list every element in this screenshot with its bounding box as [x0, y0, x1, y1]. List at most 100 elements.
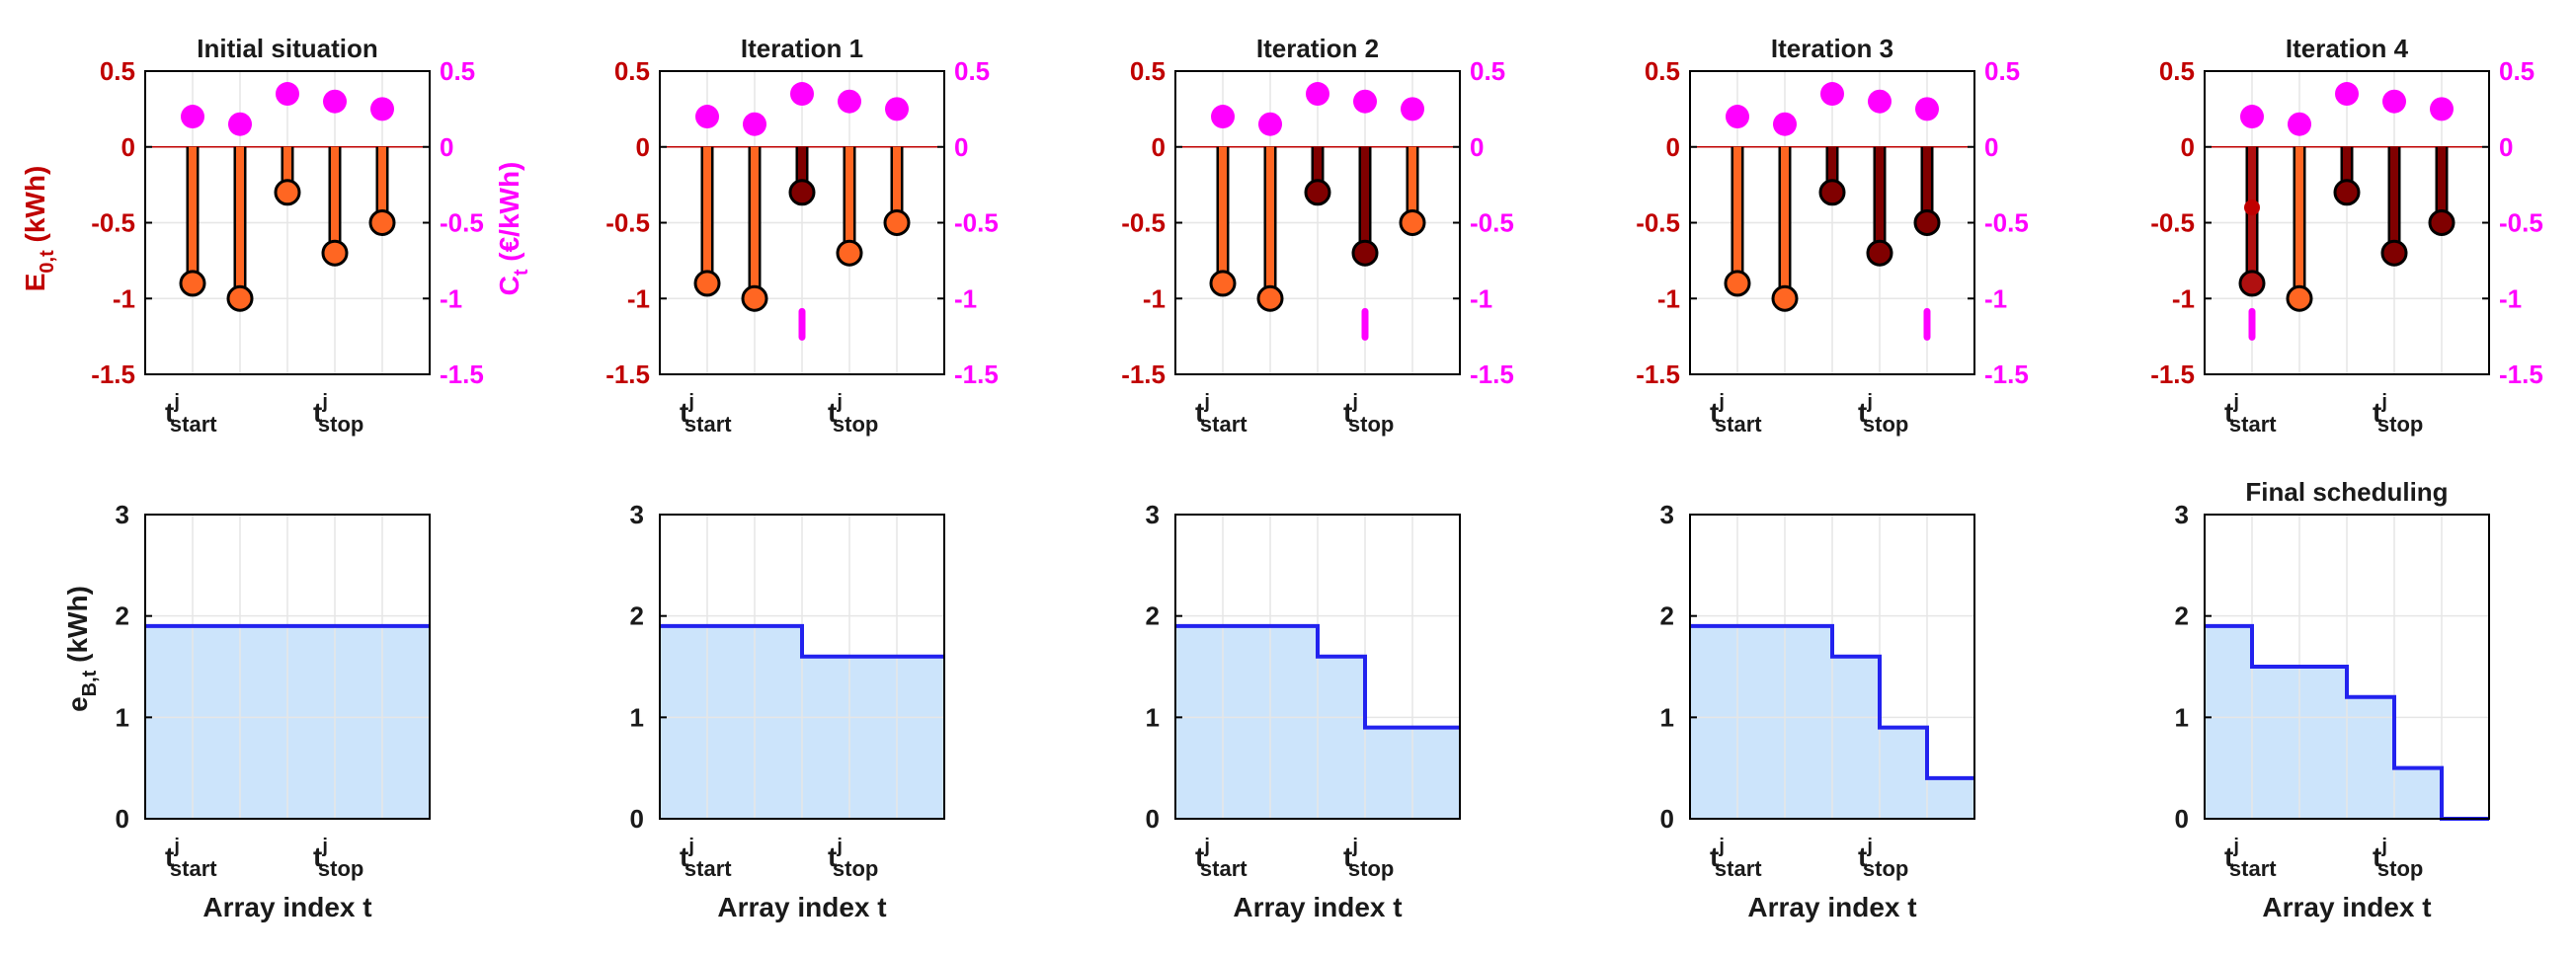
price-point [838, 89, 861, 114]
t-stop-label: tj stop [1343, 391, 1394, 437]
price-point [1258, 112, 1282, 136]
price-point [1401, 97, 1424, 121]
energy-point [883, 209, 911, 236]
left-tick-label: 1 [116, 702, 129, 732]
panel-top-3: 0.5 0 -0.5 -1 -1.5 0.5 0 -0.5 -1 -1.5 Iteration 2 t… [1121, 34, 1514, 437]
t-start-label: tj start [680, 391, 732, 437]
left-tick-label: -1 [113, 283, 135, 313]
t-subscript: start [684, 856, 732, 881]
t-subscript: stop [1863, 412, 1908, 437]
energy-point [321, 239, 349, 267]
left-tick-label: -1 [1657, 283, 1680, 313]
t-subscript: start [2229, 412, 2277, 437]
energy-point [1256, 284, 1284, 312]
price-point [370, 97, 394, 121]
left-tick-label: 2 [116, 601, 129, 631]
left-tick-label: 0 [1146, 804, 1160, 834]
t-subscript: stop [318, 856, 363, 881]
t-superscript: j [687, 391, 694, 413]
t-subscript: start [170, 412, 217, 437]
energy-point [693, 270, 721, 297]
t-subscript: stop [318, 412, 363, 437]
energy-point [226, 284, 254, 312]
t-stop-label: tj stop [313, 836, 363, 881]
panel-title: Iteration 3 [1771, 34, 1893, 63]
price-point [2335, 82, 2359, 107]
right-tick-label: 0 [1984, 132, 1998, 162]
energy-point [2286, 284, 2313, 312]
left-tick-label: -1 [1143, 283, 1166, 313]
t-subscript: stop [833, 856, 878, 881]
left-tick-label: 0.5 [100, 56, 135, 86]
t-superscript: j [836, 391, 843, 413]
left-tick-label: -1 [627, 283, 650, 313]
left-tick-label: 0 [1152, 132, 1166, 162]
right-tick-label: -0.5 [440, 208, 484, 238]
t-stop-label: tj stop [1858, 836, 1908, 881]
left-tick-label: 0 [116, 804, 129, 834]
left-tick-label: 3 [116, 500, 129, 529]
t-letter: t [1858, 397, 1867, 428]
axes-frame [659, 514, 945, 820]
right-tick-label: -1.5 [954, 360, 999, 389]
battery-ylabel-unit: (kWh) [62, 586, 93, 671]
price-point [1306, 82, 1329, 107]
left-tick-label: -1.5 [1636, 360, 1680, 389]
t-start-label: tj start [1710, 836, 1762, 881]
price-point [1773, 112, 1797, 136]
left-tick-label: 2 [1146, 601, 1160, 631]
price-point [323, 89, 347, 114]
t-letter: t [2224, 841, 2233, 872]
left-tick-label: 1 [1660, 702, 1674, 732]
current-energy-marker [2244, 200, 2260, 216]
t-letter: t [2373, 841, 2381, 872]
t-superscript: j [1351, 391, 1358, 413]
t-start-label: tj start [1195, 836, 1248, 881]
left-tick-label: 3 [630, 500, 644, 529]
price-point [2288, 112, 2311, 136]
left-tick-label: -1.5 [91, 360, 135, 389]
t-subscript: stop [1863, 856, 1908, 881]
price-ylabel-sub: t [511, 269, 532, 276]
panel-title: Iteration 1 [741, 34, 863, 63]
t-subscript: start [1715, 856, 1762, 881]
price-ylabel-unit: (€/kWh) [494, 162, 524, 270]
left-tick-label: -1.5 [605, 360, 650, 389]
right-tick-label: 0 [440, 132, 453, 162]
t-superscript: j [2380, 836, 2387, 857]
right-tick-label: 0 [2499, 132, 2513, 162]
left-tick-label: 0 [636, 132, 650, 162]
energy-point [836, 239, 863, 267]
energy-ylabel-sub: 0,t [37, 250, 58, 274]
t-letter: t [1858, 841, 1867, 872]
t-superscript: j [173, 836, 180, 857]
t-superscript: j [1718, 391, 1725, 413]
energy-point [1866, 239, 1893, 267]
t-superscript: j [321, 836, 328, 857]
right-tick-label: 0.5 [440, 56, 475, 86]
right-tick-label: 0.5 [1984, 56, 2020, 86]
panel-title: Iteration 2 [1256, 34, 1379, 63]
battery-energy-step-line [660, 623, 944, 659]
right-tick-label: -1 [1470, 283, 1492, 313]
left-tick-label: -0.5 [91, 208, 135, 238]
price-point [1726, 105, 1749, 129]
axes-frame [1689, 514, 1975, 820]
t-start-label: tj start [2224, 391, 2277, 437]
panel-title: Final scheduling [2245, 477, 2448, 507]
battery-energy-step-line [2205, 623, 2489, 821]
battery-energy-step-line [1690, 623, 1974, 780]
right-tick-label: 0.5 [954, 56, 990, 86]
energy-point [2333, 179, 2361, 206]
t-start-label: tj start [165, 836, 217, 881]
panel-top-5: 0.5 0 -0.5 -1 -1.5 0.5 0 -0.5 -1 -1.5 Iteration 4 t… [2150, 34, 2543, 437]
left-tick-label: 0 [121, 132, 135, 162]
t-letter: t [828, 841, 837, 872]
left-tick-label: -0.5 [2150, 208, 2195, 238]
t-letter: t [1710, 397, 1719, 428]
price-point [790, 82, 814, 107]
left-tick-label: 1 [630, 702, 644, 732]
right-tick-label: -1.5 [440, 360, 484, 389]
